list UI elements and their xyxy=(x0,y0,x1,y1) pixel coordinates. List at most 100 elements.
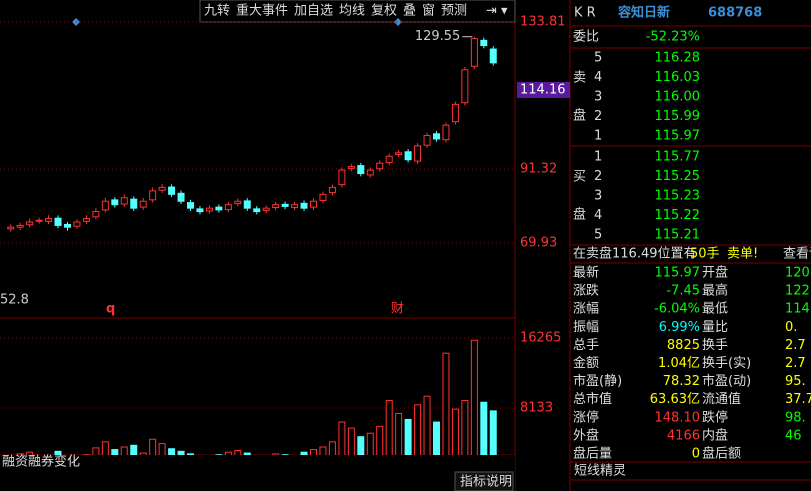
notice: 查看详 xyxy=(783,246,811,262)
candle-body xyxy=(395,152,403,156)
notice: 50手 xyxy=(690,247,720,262)
toolbar-arrows[interactable]: ⇥ ▾ xyxy=(486,4,508,19)
toolbar-button[interactable]: 复权 xyxy=(371,3,397,19)
candle-body xyxy=(272,204,280,208)
candle-body xyxy=(489,48,497,64)
stat-value: 120. xyxy=(785,266,811,281)
candle-body xyxy=(45,218,53,222)
candle-body xyxy=(26,221,34,226)
stat-value: 148.10 xyxy=(655,410,701,425)
candle-body xyxy=(357,165,365,175)
candle-body xyxy=(404,151,412,161)
low-label: 52.8 xyxy=(0,293,29,308)
candle-body xyxy=(187,202,194,209)
candle-body xyxy=(347,166,355,169)
toolbar-button[interactable]: 重大事件 xyxy=(236,3,288,19)
stat-label: 涨停 xyxy=(573,409,599,425)
indicator-title: 融资融券变化 xyxy=(2,454,80,470)
candle-body xyxy=(253,208,261,213)
y-tick-label: 91.32 xyxy=(520,161,557,176)
indicator-button[interactable]: 指标说明 xyxy=(460,475,512,490)
candle-body xyxy=(130,198,138,209)
last-price-tag xyxy=(517,81,570,98)
stat-label: 换手 xyxy=(702,338,728,353)
candle-body xyxy=(215,206,223,211)
last-price-label: 114.16 xyxy=(520,82,566,97)
book-level: 4 xyxy=(594,208,602,223)
stat-label: 开盘 xyxy=(702,265,728,281)
candle-body xyxy=(177,192,185,202)
stat-label: 总手 xyxy=(573,338,599,353)
stat-value: 4166 xyxy=(667,428,700,443)
candle-body xyxy=(281,203,289,207)
book-price: 115.22 xyxy=(655,208,701,223)
candle-body xyxy=(16,224,24,228)
stat-value: 114. xyxy=(785,302,811,317)
book-price: 115.77 xyxy=(655,150,701,165)
candle-body xyxy=(338,169,346,186)
book-price: 115.21 xyxy=(655,228,701,243)
book-level: 1 xyxy=(594,129,602,144)
y-tick-label: 133.81 xyxy=(520,15,566,30)
toolbar-button[interactable]: 九转 xyxy=(204,4,230,19)
candle-body xyxy=(262,207,270,212)
stat-label: 振幅 xyxy=(573,320,599,335)
candle-body xyxy=(158,186,166,191)
stat-value: 1.04亿 xyxy=(658,356,700,371)
candle-body xyxy=(414,145,422,162)
toolbar-button[interactable]: 加自选 xyxy=(294,4,333,19)
stat-value: 95. xyxy=(785,374,806,389)
candle-body xyxy=(64,223,71,228)
candle-body xyxy=(376,162,384,170)
toolbar xyxy=(199,0,516,23)
book-price: 116.28 xyxy=(655,51,701,66)
toolbar-button[interactable]: 预测 xyxy=(441,4,467,19)
book-level: 2 xyxy=(594,109,602,124)
candle-body xyxy=(423,135,431,146)
toolbar-button[interactable]: 窗 xyxy=(422,3,435,19)
book-level: 3 xyxy=(594,90,602,105)
y-tick-label: 8133 xyxy=(520,400,553,415)
book-level: 2 xyxy=(594,169,602,184)
stat-value: 46 xyxy=(785,428,802,443)
logo: K R xyxy=(574,6,596,21)
stat-label: 内盘 xyxy=(702,427,728,443)
candle-body xyxy=(480,39,488,47)
candle-body xyxy=(442,124,450,141)
notice: 卖单! xyxy=(727,247,758,262)
book-level: 1 xyxy=(594,150,602,165)
stat-value: 115.97 xyxy=(655,266,701,281)
candle-body xyxy=(35,219,43,222)
stat-value: 0. xyxy=(785,320,797,335)
book-price: 116.03 xyxy=(655,70,701,85)
weibi-value: -52.23% xyxy=(646,30,700,45)
candle-body xyxy=(470,38,478,67)
stat-value: 98. xyxy=(785,410,806,425)
book-level: 5 xyxy=(594,51,602,66)
stat-value: -6.04% xyxy=(654,302,700,317)
high-label: 129.55 xyxy=(415,29,461,44)
stat-label: 换手(实) xyxy=(702,356,751,371)
stat-label: 市盈(动) xyxy=(702,373,751,389)
weibi-label: 委比 xyxy=(573,30,599,45)
stat-label: 量比 xyxy=(702,320,728,335)
toolbar-button[interactable]: 均线 xyxy=(339,4,365,19)
candle-body xyxy=(149,190,157,201)
indicator-button-box[interactable] xyxy=(454,471,514,491)
candle-body xyxy=(139,200,147,208)
footer-title: 短线精灵 xyxy=(574,464,626,479)
book-price: 116.00 xyxy=(655,90,701,105)
candle-body xyxy=(101,200,109,211)
candle-body xyxy=(73,221,81,227)
stat-value: 63.63亿 xyxy=(650,392,700,407)
candle-body xyxy=(111,199,119,206)
book-level: 5 xyxy=(594,228,602,243)
notice: 在卖盘116.49位置有 xyxy=(573,246,697,262)
stat-value: 6.99% xyxy=(659,320,700,335)
stat-label: 总市值 xyxy=(573,391,612,407)
toolbar-button[interactable]: 叠 xyxy=(403,4,416,19)
event-marker: q xyxy=(106,302,115,317)
candle-body xyxy=(310,200,317,208)
stat-label: 涨幅 xyxy=(573,302,599,317)
book-label: 买 xyxy=(573,170,586,185)
